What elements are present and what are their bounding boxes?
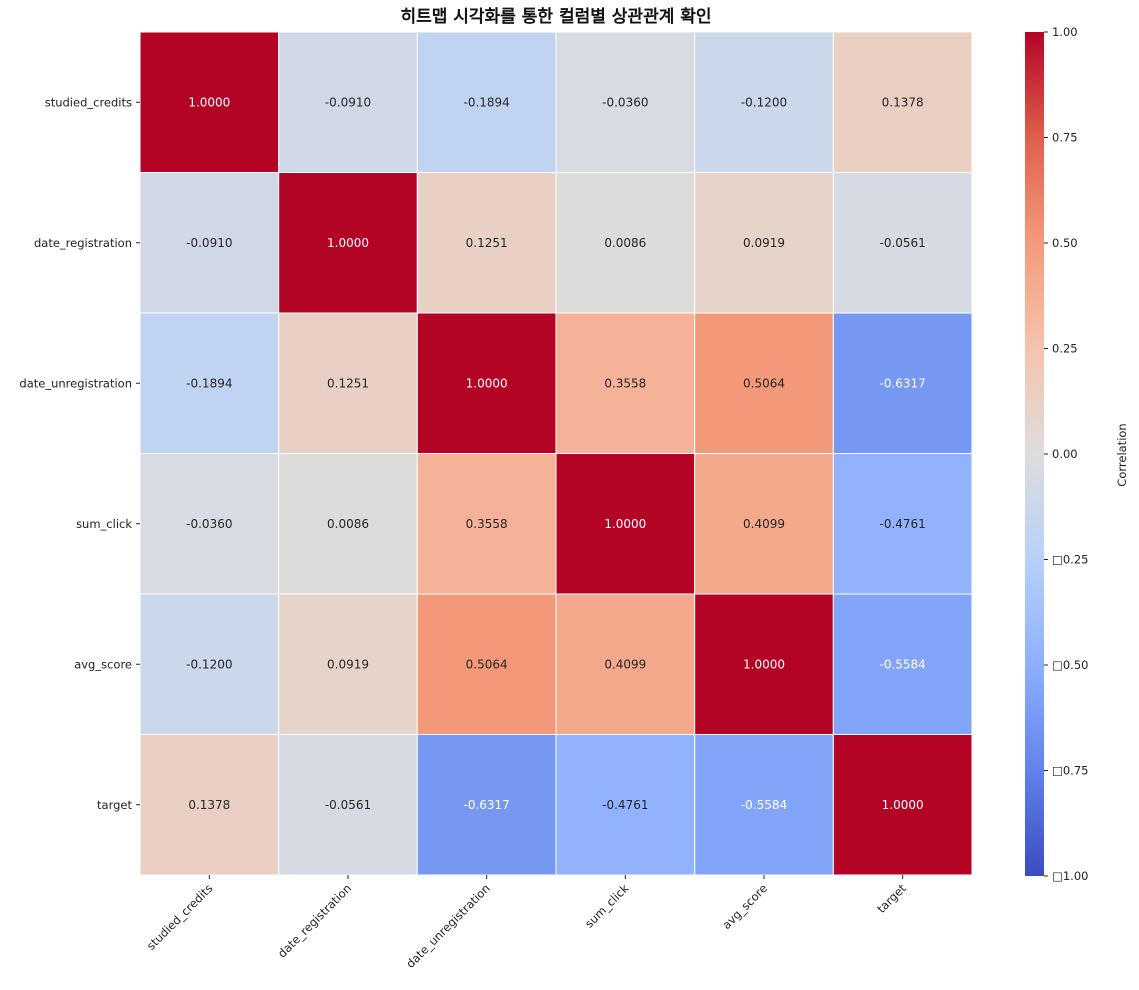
- heatmap-cell: [694, 31, 834, 173]
- cell-value-label: -0.0561: [880, 236, 926, 250]
- cell-value-label: -0.6317: [880, 376, 926, 390]
- heatmap-cell: [555, 734, 696, 876]
- cell-value-label: -0.5584: [741, 798, 787, 812]
- heatmap-cell: [832, 312, 973, 454]
- heatmap-cell: [555, 172, 696, 314]
- cell-value-label: 0.0919: [743, 236, 785, 250]
- cell-value-label: -0.4761: [602, 798, 648, 812]
- cell-value-label: 1.0000: [882, 798, 924, 812]
- cell-value-label: 0.1251: [327, 376, 369, 390]
- cell-value-label: -0.1894: [186, 376, 232, 390]
- heatmap-cell: [832, 734, 973, 876]
- heatmap-cell: [694, 453, 834, 595]
- heatmap-cell: [694, 593, 834, 735]
- heatmap-cell: [694, 312, 834, 454]
- y-tick-label: date_registration: [34, 236, 132, 250]
- x-tick-label: sum_click: [582, 881, 632, 931]
- colorbar-tick-label: 0.50: [1052, 236, 1078, 250]
- cell-value-label: -0.1200: [186, 657, 232, 671]
- cell-value-label: 1.0000: [188, 95, 230, 109]
- heatmap-cell: [139, 593, 280, 735]
- heatmap-cell: [416, 453, 557, 595]
- colorbar-tick-label: 0.75: [1052, 131, 1078, 145]
- y-tick-label: studied_credits: [45, 95, 132, 109]
- colorbar-tick-label: □0.25: [1052, 553, 1088, 567]
- cell-value-label: 0.3558: [466, 517, 508, 531]
- cell-value-label: 1.0000: [743, 657, 785, 671]
- heatmap-cell: [832, 31, 973, 173]
- colorbar: [1025, 32, 1044, 876]
- chart-title: 히트맵 시각화를 통한 컬럼별 상관관계 확인: [400, 7, 711, 27]
- colorbar-tick-label: □0.75: [1052, 764, 1088, 778]
- heatmap-cell: [139, 734, 280, 876]
- cell-value-label: -0.0360: [186, 517, 232, 531]
- x-tick-label: date_unregistration: [403, 881, 493, 971]
- cell-value-label: -0.0910: [325, 95, 371, 109]
- cell-value-label: 1.0000: [604, 517, 646, 531]
- heatmap-cell: [694, 734, 834, 876]
- colorbar-tick-label: □1.00: [1052, 869, 1088, 883]
- x-tick-label: studied_credits: [144, 881, 216, 953]
- cell-value-label: 0.1251: [466, 236, 508, 250]
- heatmap-cell: [139, 31, 280, 173]
- heatmap-cell: [416, 312, 557, 454]
- heatmap-cell: [278, 172, 418, 314]
- y-tick-label: target: [97, 798, 132, 812]
- colorbar-tick-label: □0.50: [1052, 658, 1088, 672]
- cell-value-label: -0.5584: [880, 657, 926, 671]
- heatmap-cell: [139, 453, 280, 595]
- x-axis-labels: studied_credits date_registration date_unr…: [144, 875, 909, 971]
- colorbar-ticks: 1.00 0.75 0.50 0.25 0.00 □0.25 □0.50 □0.75 □1.00: [1044, 25, 1088, 883]
- heatmap-cell: [139, 312, 280, 454]
- heatmap-cell: [832, 172, 973, 314]
- heatmap-cell: [278, 453, 418, 595]
- cell-value-label: 0.1378: [882, 95, 924, 109]
- cell-value-label: 0.4099: [604, 657, 646, 671]
- heatmap-cell: [278, 31, 418, 173]
- heatmap-cell: [832, 593, 973, 735]
- heatmap-cell: [555, 31, 696, 173]
- cell-value-label: 0.1378: [188, 798, 230, 812]
- heatmap-cell: [555, 312, 696, 454]
- x-tick-label: avg_score: [719, 881, 770, 932]
- cell-value-label: 1.0000: [466, 376, 508, 390]
- cell-value-label: -0.4761: [880, 517, 926, 531]
- x-tick-label: date_registration: [275, 881, 354, 960]
- heatmap-cell: [416, 31, 557, 173]
- cell-value-label: 0.5064: [743, 376, 785, 390]
- heatmap-cell: [555, 453, 696, 595]
- cell-value-label: -0.0360: [602, 95, 648, 109]
- cell-value-label: -0.0561: [325, 798, 371, 812]
- y-axis-labels: studied_credits date_registration date_unr…: [19, 95, 140, 812]
- cell-value-label: 0.0919: [327, 657, 369, 671]
- cell-value-label: 0.0086: [604, 236, 646, 250]
- heatmap-cell: [832, 453, 973, 595]
- y-tick-label: avg_score: [74, 657, 132, 671]
- cell-value-label: -0.0910: [186, 236, 232, 250]
- x-tick-label: target: [874, 881, 909, 916]
- cell-value-label: 0.5064: [466, 657, 508, 671]
- heatmap-cell: [555, 593, 696, 735]
- y-tick-label: sum_click: [76, 517, 132, 531]
- cell-value-label: 1.0000: [327, 236, 369, 250]
- cell-value-label: -0.6317: [464, 798, 510, 812]
- colorbar-label: Correlation: [1115, 423, 1129, 486]
- cell-value-label: -0.1200: [741, 95, 787, 109]
- colorbar-tick-label: 0.00: [1052, 447, 1078, 461]
- colorbar-tick-label: 1.00: [1052, 25, 1078, 39]
- y-tick-label: date_unregistration: [19, 376, 132, 390]
- cell-value-label: 0.0086: [327, 517, 369, 531]
- heatmap-cells: 1.0000 -0.0910 -0.1894 -0.0360 -0.1200 0.1378…: [139, 31, 973, 876]
- cell-value-label: 0.4099: [743, 517, 785, 531]
- cell-value-label: -0.1894: [464, 95, 510, 109]
- cell-value-label: 0.3558: [604, 376, 646, 390]
- heatmap-cell: [416, 593, 557, 735]
- heatmap-cell: [278, 312, 418, 454]
- colorbar-tick-label: 0.25: [1052, 342, 1078, 356]
